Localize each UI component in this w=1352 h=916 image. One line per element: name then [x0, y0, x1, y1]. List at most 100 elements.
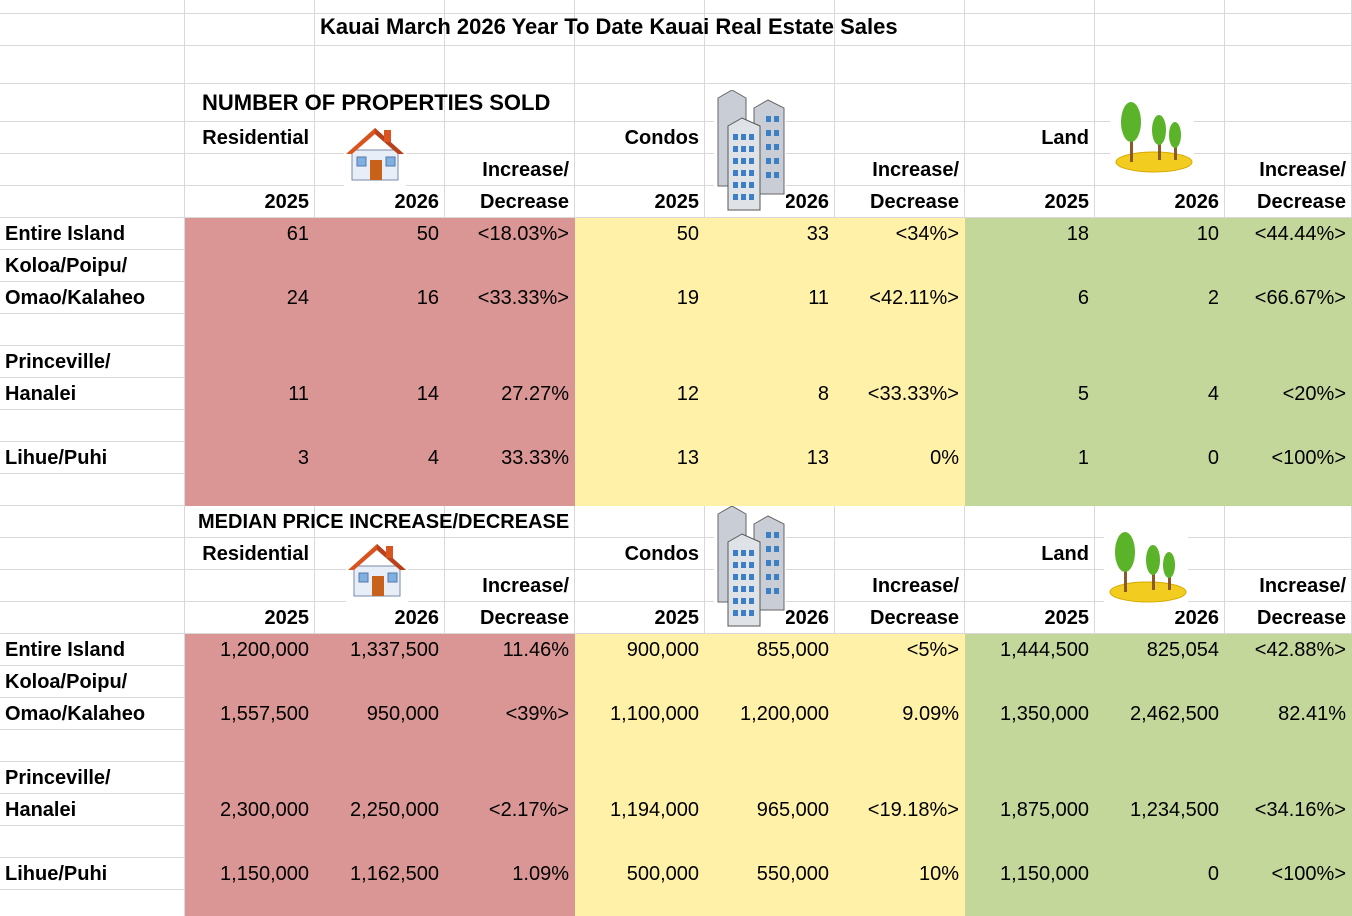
cell [0, 122, 185, 154]
year-header: 2026 [705, 186, 835, 218]
cell [315, 666, 445, 698]
cell [185, 730, 315, 762]
cell [1095, 666, 1225, 698]
value-cell: 10 [1095, 218, 1225, 250]
value-cell: 900,000 [575, 634, 705, 666]
cell [445, 826, 575, 858]
value-cell: 1,875,000 [965, 794, 1095, 826]
cell [965, 0, 1095, 14]
cell [445, 14, 575, 46]
cell [445, 346, 575, 378]
cell [445, 730, 575, 762]
group-label: Residential [185, 538, 315, 570]
value-cell: 8 [705, 378, 835, 410]
cell [315, 730, 445, 762]
cell [705, 0, 835, 14]
cell [1225, 250, 1352, 282]
cell [1095, 14, 1225, 46]
cell [575, 14, 705, 46]
year-header: 2025 [965, 602, 1095, 634]
cell [1225, 84, 1352, 122]
region-label: Hanalei [0, 794, 185, 826]
value-cell: <20%> [1225, 378, 1352, 410]
value-cell: 1.09% [445, 858, 575, 890]
cell [965, 826, 1095, 858]
group-label: Land [965, 122, 1095, 154]
value-cell: 33.33% [445, 442, 575, 474]
cell [575, 250, 705, 282]
cell [185, 826, 315, 858]
region-label: Koloa/Poipu/ [0, 250, 185, 282]
cell [445, 0, 575, 14]
cell [705, 826, 835, 858]
cell [1225, 474, 1352, 506]
cell [1095, 826, 1225, 858]
value-cell: 2,462,500 [1095, 698, 1225, 730]
cell [0, 0, 185, 14]
cell [185, 762, 315, 794]
cell [1095, 890, 1225, 916]
cell [835, 538, 965, 570]
change-label-top: Increase/ [835, 154, 965, 186]
trees-icon [1110, 96, 1194, 181]
cell [575, 314, 705, 346]
value-cell: 0 [1095, 442, 1225, 474]
change-label-bottom: Decrease [445, 186, 575, 218]
cell [835, 46, 965, 84]
year-header: 2026 [1095, 186, 1225, 218]
region-label: Princeville/ [0, 762, 185, 794]
value-cell: 1,100,000 [575, 698, 705, 730]
cell [0, 890, 185, 916]
cell [575, 410, 705, 442]
cell [185, 474, 315, 506]
value-cell: 4 [315, 442, 445, 474]
value-cell: 550,000 [705, 858, 835, 890]
cell [575, 730, 705, 762]
cell [1225, 122, 1352, 154]
cell [315, 506, 445, 538]
cell [965, 84, 1095, 122]
cell [705, 730, 835, 762]
value-cell: <18.03%> [445, 218, 575, 250]
year-header: 2025 [575, 602, 705, 634]
value-cell: 19 [575, 282, 705, 314]
cell [1225, 0, 1352, 14]
value-cell: 82.41% [1225, 698, 1352, 730]
page-title: Kauai March 2026 Year To Date Kauai Real… [320, 14, 898, 39]
cell [1225, 46, 1352, 84]
cell [0, 314, 185, 346]
value-cell: 50 [315, 218, 445, 250]
cell [835, 666, 965, 698]
change-label-bottom: Decrease [1225, 602, 1352, 634]
value-cell: 825,054 [1095, 634, 1225, 666]
cell [705, 890, 835, 916]
change-label-top: Increase/ [445, 570, 575, 602]
year-header: 2026 [705, 602, 835, 634]
region-label: Lihue/Puhi [0, 442, 185, 474]
cell [445, 314, 575, 346]
cell [445, 506, 575, 538]
cell [445, 122, 575, 154]
cell [0, 84, 185, 122]
cell [315, 762, 445, 794]
region-label: Hanalei [0, 378, 185, 410]
cell [965, 666, 1095, 698]
cell [185, 506, 315, 538]
cell [185, 0, 315, 14]
value-cell: 6 [965, 282, 1095, 314]
cell [1095, 762, 1225, 794]
value-cell: 13 [705, 442, 835, 474]
value-cell: 2,300,000 [185, 794, 315, 826]
value-cell: 2,250,000 [315, 794, 445, 826]
cell [835, 762, 965, 794]
value-cell: 12 [575, 378, 705, 410]
cell [315, 890, 445, 916]
value-cell: <39%> [445, 698, 575, 730]
cell [705, 46, 835, 84]
cell [575, 762, 705, 794]
cell [185, 154, 315, 186]
value-cell: 14 [315, 378, 445, 410]
value-cell: 1,194,000 [575, 794, 705, 826]
cell [0, 154, 185, 186]
